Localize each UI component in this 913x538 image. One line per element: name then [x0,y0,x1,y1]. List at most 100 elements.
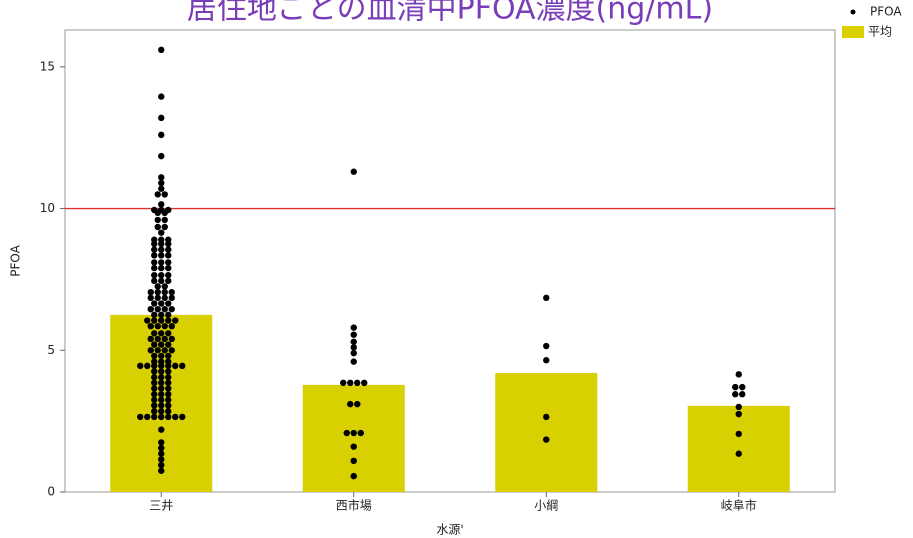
data-point [151,396,158,404]
data-point [357,429,364,437]
data-point [161,322,168,330]
data-point [165,362,172,370]
data-point [165,368,172,375]
data-point [350,457,357,465]
data-point [543,413,550,421]
data-point [151,300,158,307]
data-point [137,362,144,370]
data-point [151,352,158,360]
data-point [165,252,172,259]
data-point [343,429,350,437]
data-point [158,408,165,415]
data-point [165,259,172,266]
data-point [158,374,165,381]
data-point [158,185,165,192]
data-point [165,408,172,415]
data-point [347,379,354,387]
data-point [144,317,151,324]
data-point [735,410,742,418]
data-point [158,277,165,285]
data-point [151,391,158,398]
data-point [154,335,161,343]
data-point [147,322,154,330]
data-point [350,429,357,437]
data-point [158,444,165,452]
data-point [347,400,354,408]
data-point [151,240,158,248]
data-point [154,209,161,217]
data-point [168,347,175,354]
data-point [158,341,165,348]
data-point [165,277,172,285]
data-point [735,371,742,378]
data-point [165,413,172,421]
data-point [179,362,186,370]
data-point [151,362,158,370]
data-point [154,223,161,231]
data-point [158,311,165,319]
data-point [735,450,742,457]
data-point [361,379,368,387]
data-point [350,472,357,480]
data-point [165,264,172,272]
data-point [161,216,168,224]
data-point [161,191,168,198]
data-point [158,93,165,100]
data-point [350,344,357,351]
data-point [144,362,151,370]
data-point [161,347,168,354]
data-point [158,379,165,387]
y-tick-label: 0 [47,485,55,499]
legend-label: PFOA [870,5,902,19]
data-point [158,461,165,469]
data-point [161,223,168,231]
data-point [161,288,168,296]
x-tick-label: 西市場 [336,498,372,513]
data-point [158,264,165,272]
data-point [158,131,165,139]
data-point [165,396,172,404]
data-point [151,317,158,324]
data-point [165,330,172,337]
data-point [165,385,172,392]
y-axis-title: PFOA [9,244,23,276]
data-point [147,347,154,354]
data-point [158,362,165,370]
x-axis-title: 水源' [436,523,463,537]
data-point [543,294,550,302]
data-point [154,216,161,224]
data-point [165,379,172,387]
data-point [158,259,165,266]
data-point [158,246,165,253]
bar [687,405,790,492]
data-point [158,439,165,446]
data-point [165,271,172,279]
data-point [151,385,158,392]
data-point [158,317,165,324]
data-point [350,358,357,365]
data-point [165,240,172,248]
data-point [147,288,154,296]
chart-title: 居住地ごとの血清中PFOA濃度(ng/mL) [187,0,713,27]
legend-label: 平均 [868,25,892,39]
data-point [168,288,175,296]
data-point [158,271,165,279]
data-point [158,240,165,248]
data-point [154,288,161,296]
y-tick-label: 5 [47,343,55,357]
data-point [151,330,158,337]
data-point [151,368,158,375]
bar [495,372,598,492]
data-point [158,201,165,208]
data-point [147,305,154,313]
data-point [172,317,179,324]
data-point [158,450,165,457]
data-point [161,209,168,217]
data-point [168,335,175,343]
data-point [147,294,154,302]
data-point [154,305,161,313]
data-point [340,379,347,387]
data-point [179,413,186,421]
data-point [158,467,165,474]
legend-dot [850,9,856,15]
